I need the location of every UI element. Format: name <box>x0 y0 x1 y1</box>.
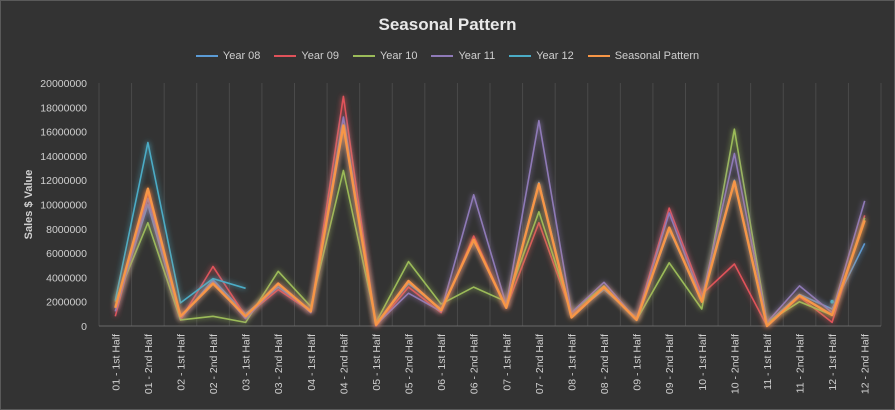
legend-label: Seasonal Pattern <box>614 50 700 62</box>
y-tick-label: 2000000 <box>46 297 87 309</box>
x-tick-label: 08 - 2nd Half <box>599 334 611 394</box>
legend-label: Year 10 <box>379 50 418 62</box>
x-tick-label: 02 - 2nd Half <box>208 334 220 394</box>
x-tick-label: 10 - 1st Half <box>697 334 709 391</box>
legend-swatch <box>509 55 532 57</box>
legend-swatch <box>587 55 610 57</box>
x-tick-label: 07 - 1st Half <box>501 334 513 391</box>
y-tick-label: 20000000 <box>40 78 87 90</box>
legend-item-5: Seasonal Pattern <box>587 50 700 62</box>
x-tick-label: 07 - 2nd Half <box>534 334 546 394</box>
legend-swatch <box>195 55 218 57</box>
x-tick-label: 06 - 2nd Half <box>469 334 481 394</box>
x-tick-label: 08 - 1st Half <box>566 334 578 391</box>
legend-item-4: Year 12 <box>509 50 574 62</box>
y-tick-label: 14000000 <box>40 151 87 163</box>
series-point-4 <box>830 299 834 304</box>
y-tick-label: 4000000 <box>46 272 87 284</box>
x-tick-label: 09 - 1st Half <box>632 334 644 391</box>
x-tick-label: 03 - 1st Half <box>241 334 253 391</box>
legend-label: Year 08 <box>222 50 261 62</box>
y-tick-label: 18000000 <box>40 102 87 114</box>
y-axis-title: Sales $ Value <box>23 170 35 240</box>
x-tick-label: 05 - 1st Half <box>371 334 383 391</box>
y-tick-label: 16000000 <box>40 127 87 139</box>
x-tick-label: 12 - 2nd Half <box>860 334 872 394</box>
chart-title: Seasonal Pattern <box>378 15 517 34</box>
legend-item-2: Year 10 <box>352 50 418 62</box>
legend-label: Year 09 <box>301 50 339 62</box>
y-tick-label: 8000000 <box>46 224 87 236</box>
legend: Year 08 Year 09 Year 10 Year 11 Year 12 Seaso… <box>1 50 894 62</box>
x-tick-label: 04 - 2nd Half <box>338 334 350 394</box>
y-tick-label: 10000000 <box>40 200 87 212</box>
y-tick-label: 12000000 <box>40 175 87 187</box>
legend-item-1: Year 09 <box>274 50 339 62</box>
series-line-2 <box>114 128 866 324</box>
y-tick-label: 0 <box>81 321 87 333</box>
x-tick-label: 02 - 1st Half <box>175 334 187 391</box>
x-tick-label: 01 - 1st Half <box>110 334 122 391</box>
x-tick-label: 11 - 1st Half <box>762 334 774 390</box>
legend-label: Year 12 <box>536 50 574 62</box>
x-tick-label: 04 - 1st Half <box>306 334 318 391</box>
series-line-5 <box>114 124 866 328</box>
legend-item-0: Year 08 <box>195 50 261 62</box>
legend-swatch <box>274 55 297 57</box>
series-line-4 <box>114 141 246 304</box>
x-tick-label: 11 - 2nd Half <box>795 334 807 393</box>
legend-label: Year 11 <box>458 50 496 62</box>
legend-swatch <box>431 55 454 57</box>
legend-swatch <box>352 55 375 57</box>
x-tick-label: 09 - 2nd Half <box>664 334 676 394</box>
x-tick-label: 12 - 1st Half <box>827 334 839 391</box>
x-tick-label: 10 - 2nd Half <box>729 334 741 394</box>
legend-item-3: Year 11 <box>431 50 495 62</box>
x-tick-label: 03 - 2nd Half <box>273 334 285 394</box>
y-tick-label: 6000000 <box>46 248 87 260</box>
x-tick-label: 06 - 1st Half <box>436 334 448 391</box>
x-tick-label: 01 - 2nd Half <box>143 334 155 394</box>
x-tick-label: 05 - 2nd Half <box>404 334 416 394</box>
